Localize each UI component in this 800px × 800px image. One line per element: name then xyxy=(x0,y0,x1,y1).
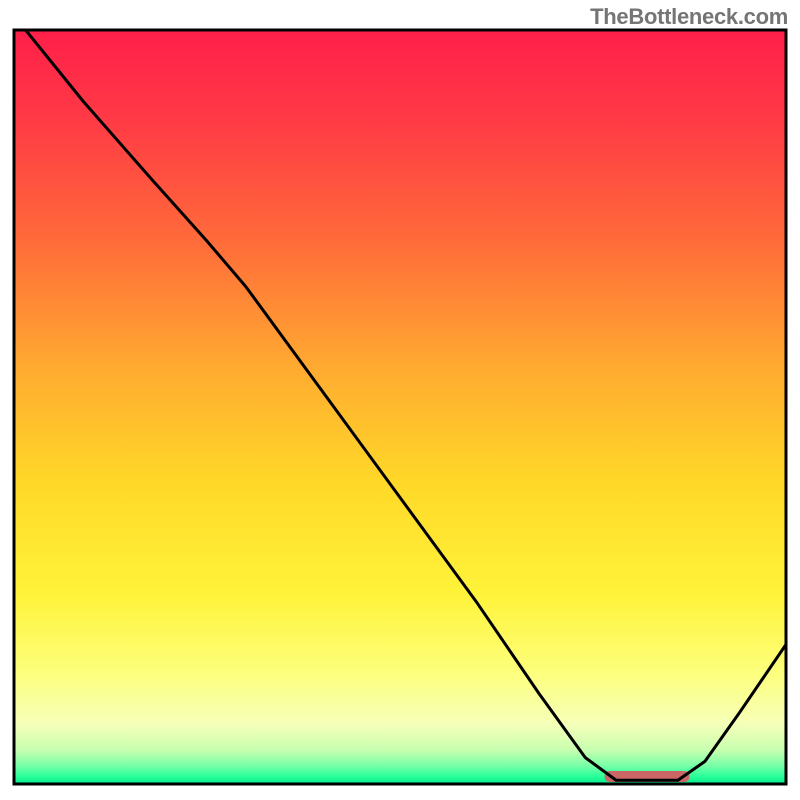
bottleneck-curve-chart xyxy=(0,0,800,800)
chart-background xyxy=(14,30,786,784)
chart-container: TheBottleneck.com xyxy=(0,0,800,800)
